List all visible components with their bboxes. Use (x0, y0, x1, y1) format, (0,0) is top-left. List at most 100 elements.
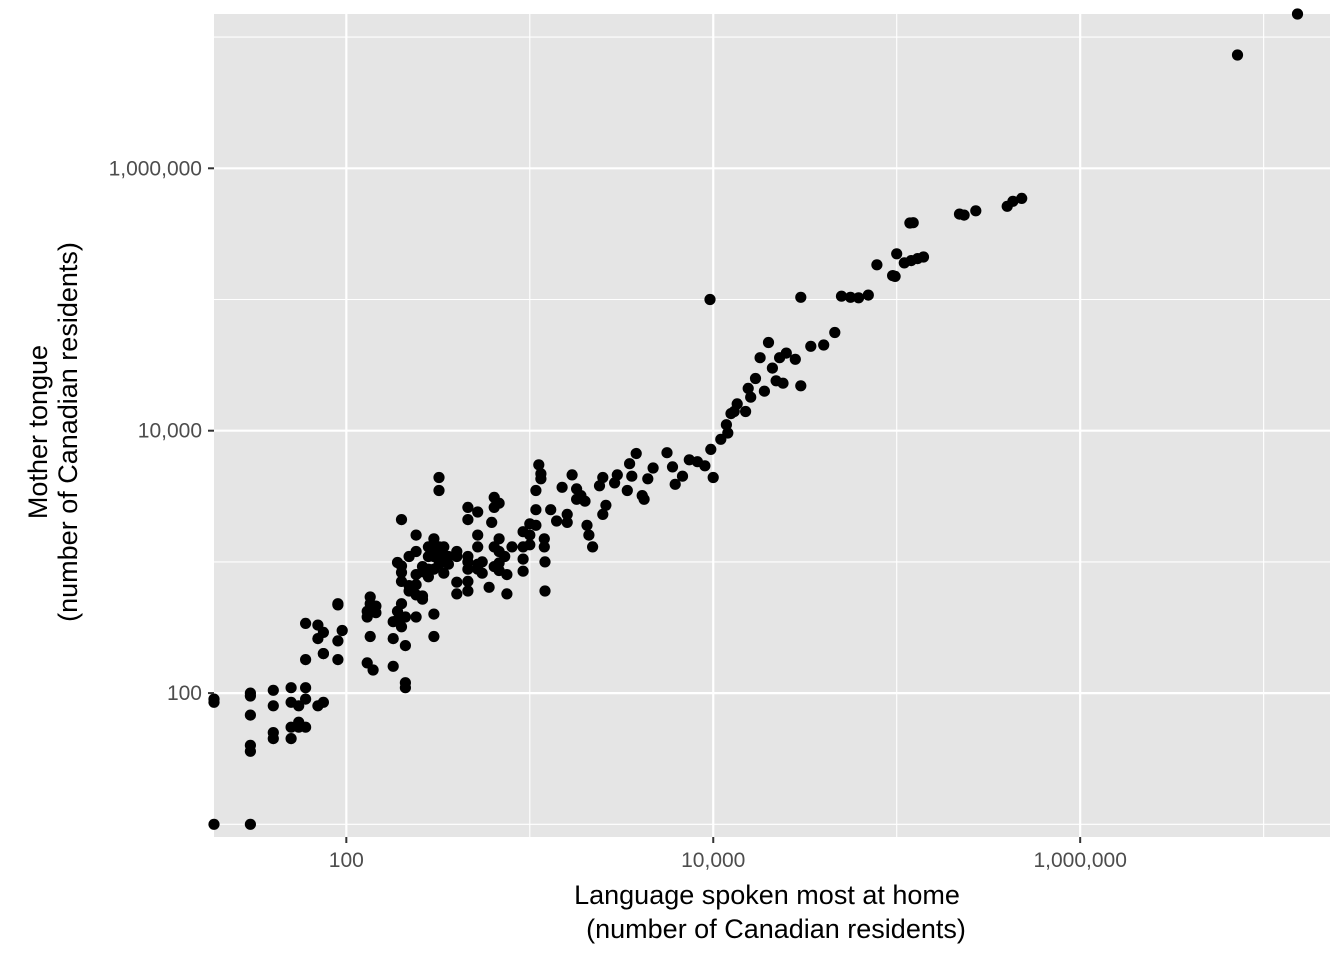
data-point (669, 478, 681, 490)
data-point (416, 593, 429, 605)
y-tick-label: 10,000 (138, 420, 202, 443)
data-point (740, 405, 752, 418)
data-point (766, 362, 779, 374)
data-point (501, 569, 513, 581)
data-point (370, 600, 382, 612)
data-point (917, 251, 930, 263)
data-point (410, 611, 422, 623)
data-point (317, 648, 329, 660)
y-axis-title-line-2: (number of Canadian residents) (53, 242, 83, 622)
data-point (395, 621, 408, 633)
data-point (551, 515, 563, 527)
data-point (438, 567, 450, 579)
data-point (1007, 195, 1019, 207)
data-point (506, 541, 518, 553)
data-point (395, 514, 408, 526)
data-point (862, 289, 874, 301)
data-point (486, 516, 498, 529)
data-point (472, 541, 484, 553)
data-point (566, 469, 578, 481)
data-point (317, 626, 329, 639)
data-point (410, 579, 422, 591)
data-point (501, 588, 513, 600)
data-point (907, 217, 919, 229)
data-point (462, 514, 474, 526)
data-point (835, 290, 848, 302)
data-point (556, 481, 568, 493)
data-point (433, 471, 445, 484)
data-point (889, 270, 901, 282)
data-point (958, 209, 970, 221)
data-point (600, 499, 612, 511)
data-point (336, 624, 348, 637)
data-point (462, 563, 474, 575)
data-point (731, 398, 743, 410)
data-point (754, 352, 766, 364)
data-point (244, 709, 256, 721)
data-point (493, 533, 505, 545)
data-point (399, 682, 411, 694)
data-point (462, 501, 474, 513)
data-point (300, 654, 312, 666)
data-point (300, 693, 312, 705)
data-point (642, 473, 654, 485)
data-point (399, 611, 411, 623)
data-point (805, 340, 817, 352)
data-point (524, 529, 536, 541)
data-point (367, 664, 379, 676)
data-point (624, 458, 636, 470)
data-point (611, 469, 623, 481)
data-point (476, 567, 488, 579)
data-point (597, 471, 609, 484)
data-point (451, 550, 463, 563)
data-point (780, 347, 792, 359)
data-point (621, 484, 633, 497)
data-point (476, 556, 488, 568)
data-point (524, 539, 536, 551)
data-point (332, 635, 344, 647)
data-point (428, 630, 440, 643)
data-point (493, 497, 505, 509)
data-point (661, 447, 673, 459)
x-axis-title-line-1: Language spoken most at home (574, 880, 960, 910)
data-point (705, 443, 717, 455)
data-point (428, 533, 440, 545)
data-point (451, 576, 463, 588)
data-point (638, 493, 650, 505)
data-point (517, 553, 529, 565)
data-point (1231, 49, 1244, 61)
data-point (530, 484, 542, 497)
data-point (970, 205, 982, 217)
data-point (561, 508, 573, 520)
data-point (745, 391, 757, 403)
data-point (777, 377, 789, 389)
data-point (626, 470, 638, 482)
data-point (758, 385, 771, 397)
data-point (462, 575, 474, 588)
data-point (539, 556, 551, 568)
data-point (545, 504, 557, 516)
data-point (530, 519, 542, 531)
data-point (300, 721, 312, 733)
data-point (267, 700, 279, 712)
data-point (410, 529, 422, 541)
major-grid (214, 14, 1330, 837)
data-point (722, 427, 734, 439)
data-point (208, 696, 220, 708)
data-point (428, 608, 440, 620)
data-point (300, 682, 312, 694)
data-point (561, 516, 573, 529)
data-point (244, 745, 256, 757)
data-point (583, 529, 595, 541)
data-point (332, 654, 344, 666)
x-axis-title-line-2: (number of Canadian residents) (586, 914, 966, 944)
data-point (285, 733, 297, 745)
data-point (332, 599, 344, 611)
data-point (442, 558, 454, 570)
data-point (535, 473, 547, 485)
data-point (829, 326, 841, 339)
plot-panel (214, 14, 1330, 837)
data-point (267, 684, 279, 696)
data-point (795, 291, 807, 303)
